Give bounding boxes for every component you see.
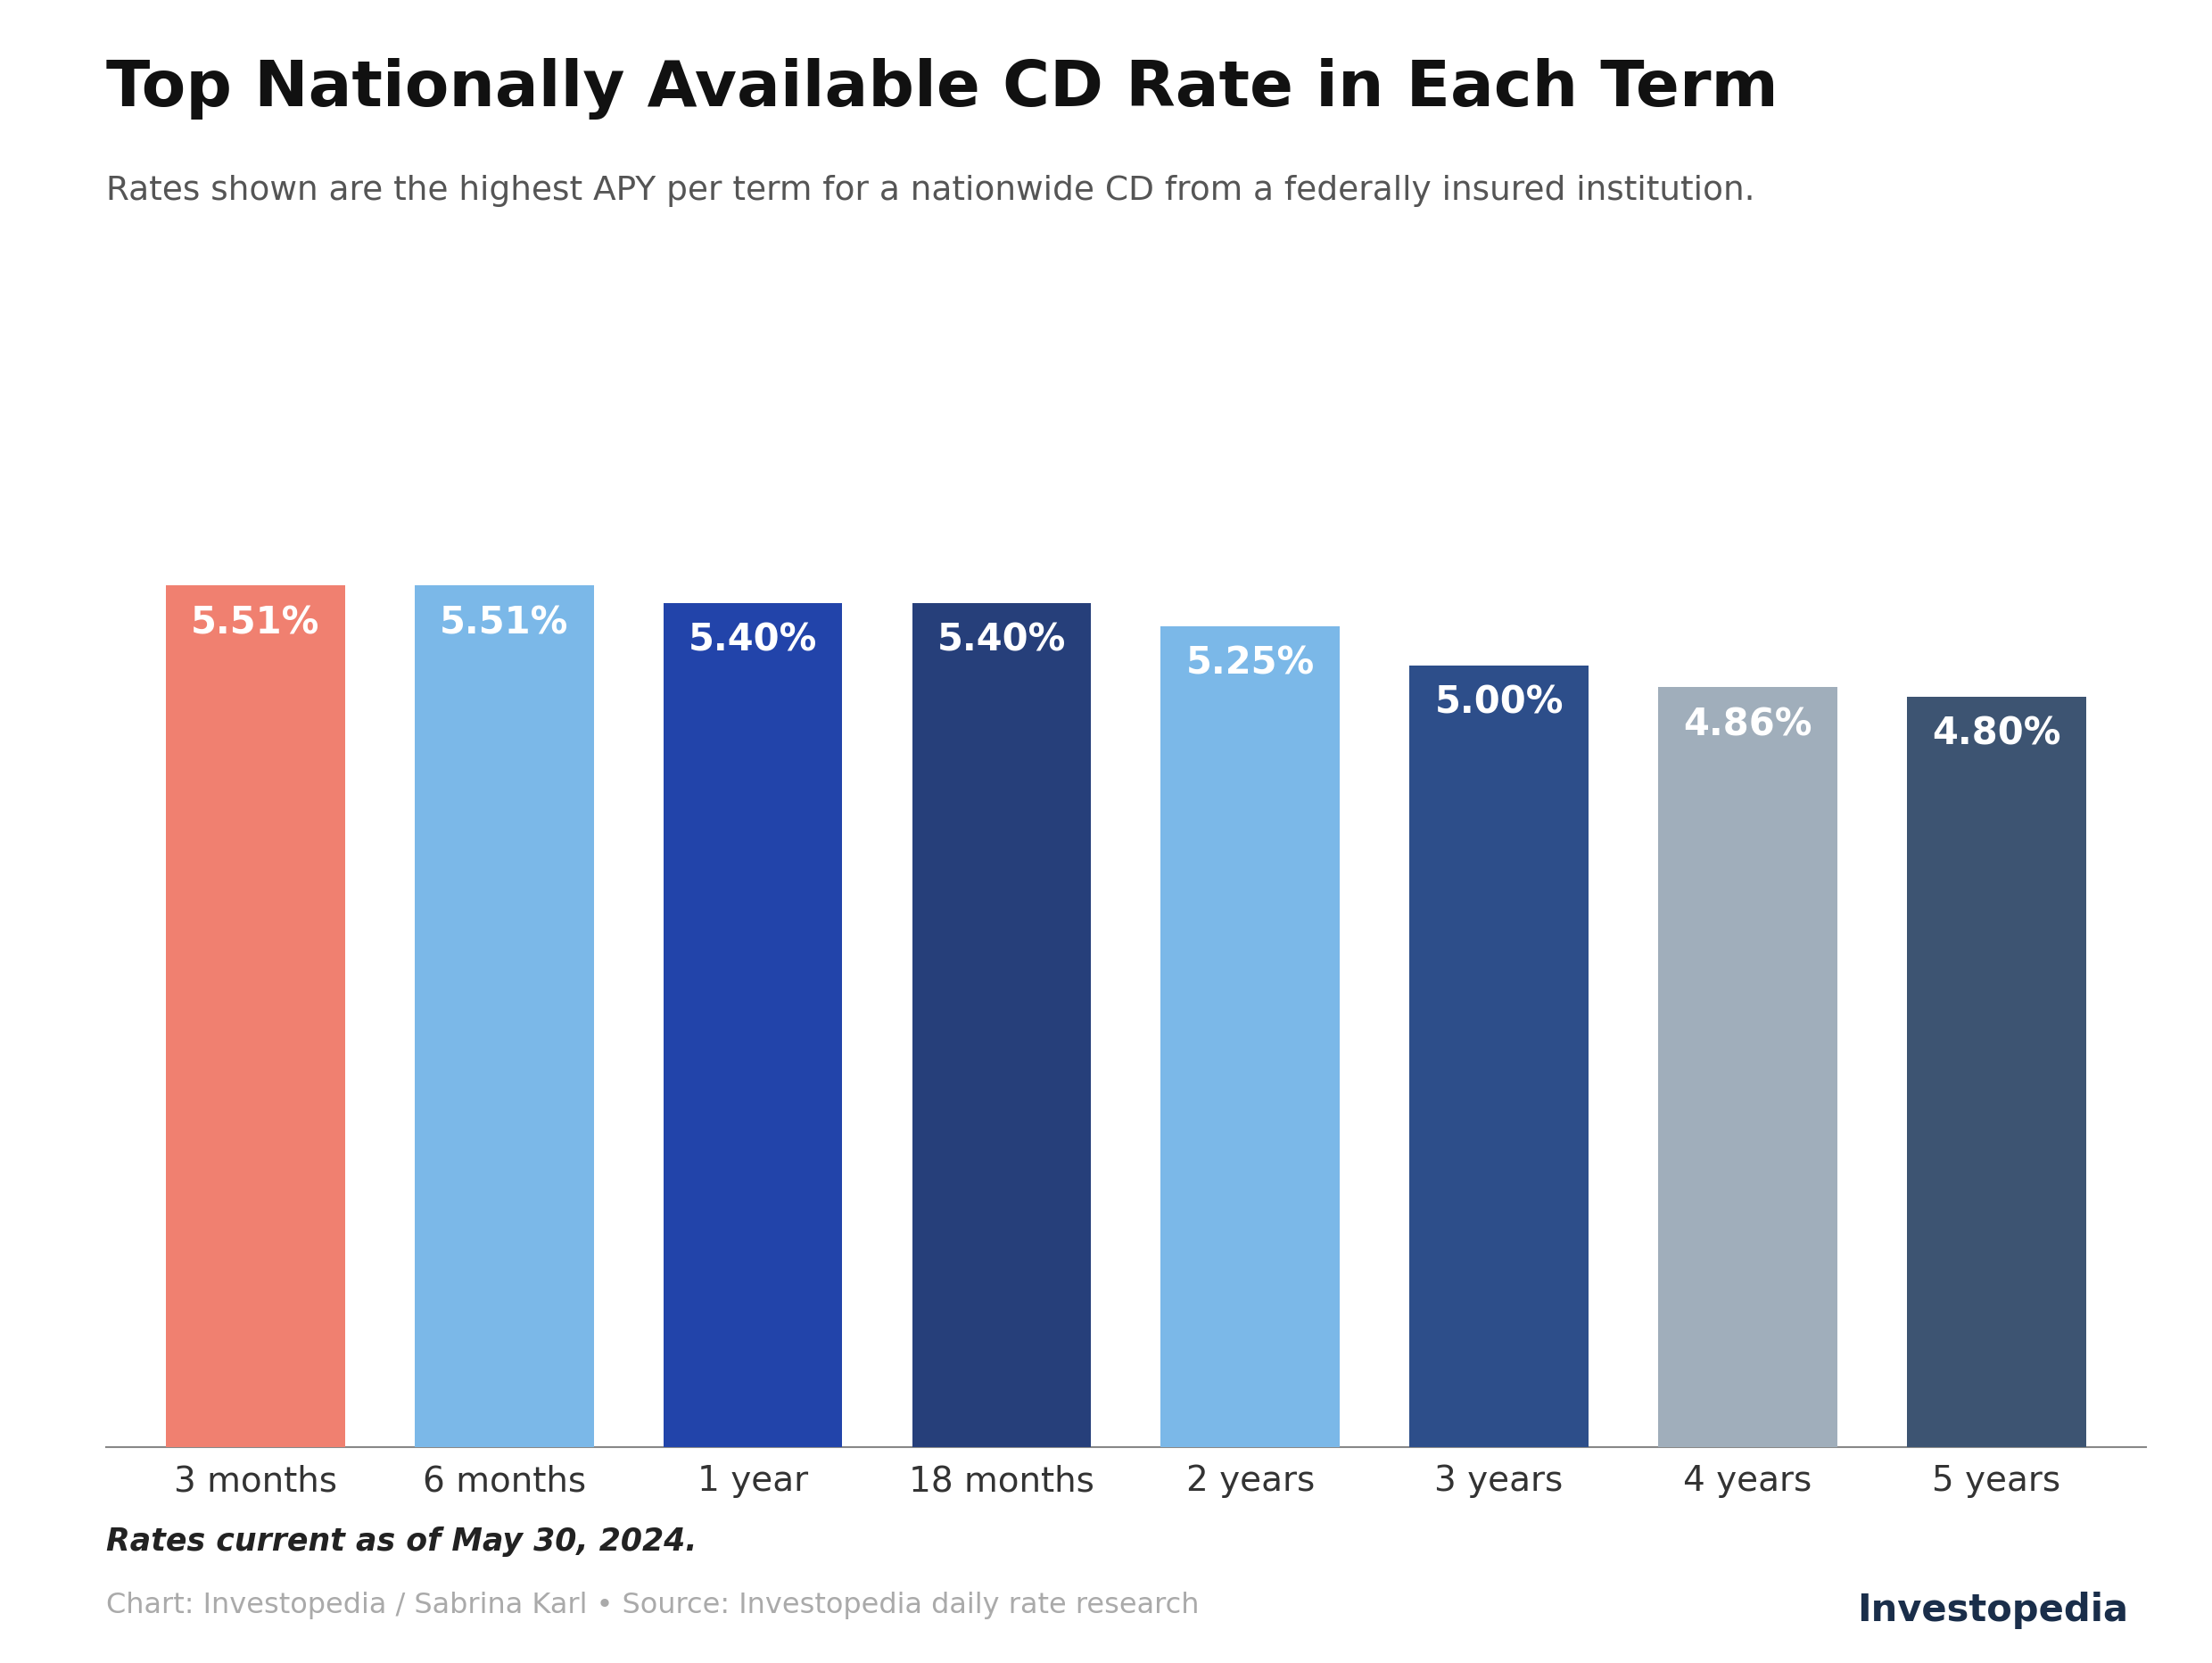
Text: 5.51%: 5.51% [190, 604, 321, 642]
Text: 5.00%: 5.00% [1436, 683, 1564, 722]
Text: Rates current as of May 30, 2024.: Rates current as of May 30, 2024. [106, 1527, 697, 1557]
Text: Investopedia: Investopedia [1856, 1591, 2128, 1630]
Text: 5.25%: 5.25% [1186, 645, 1314, 682]
Bar [1907, 697, 2086, 1447]
Text: Chart: Investopedia / Sabrina Karl • Source: Investopedia daily rate research: Chart: Investopedia / Sabrina Karl • Sou… [106, 1591, 1199, 1620]
Text: 5.40%: 5.40% [938, 622, 1066, 659]
Text: Rates shown are the highest APY per term for a nationwide CD from a federally in: Rates shown are the highest APY per term… [106, 175, 1754, 206]
Bar [414, 585, 593, 1447]
Text: 4.80%: 4.80% [1931, 715, 2062, 753]
Text: 4.86%: 4.86% [1683, 705, 1812, 743]
Bar [911, 602, 1091, 1447]
Bar [1659, 687, 1838, 1447]
Bar [166, 585, 345, 1447]
Bar [1161, 627, 1340, 1447]
Bar [664, 602, 843, 1447]
Text: Top Nationally Available CD Rate in Each Term: Top Nationally Available CD Rate in Each… [106, 58, 1778, 120]
Text: 5.51%: 5.51% [440, 604, 568, 642]
Text: 5.40%: 5.40% [688, 622, 816, 659]
Bar [1409, 665, 1588, 1447]
